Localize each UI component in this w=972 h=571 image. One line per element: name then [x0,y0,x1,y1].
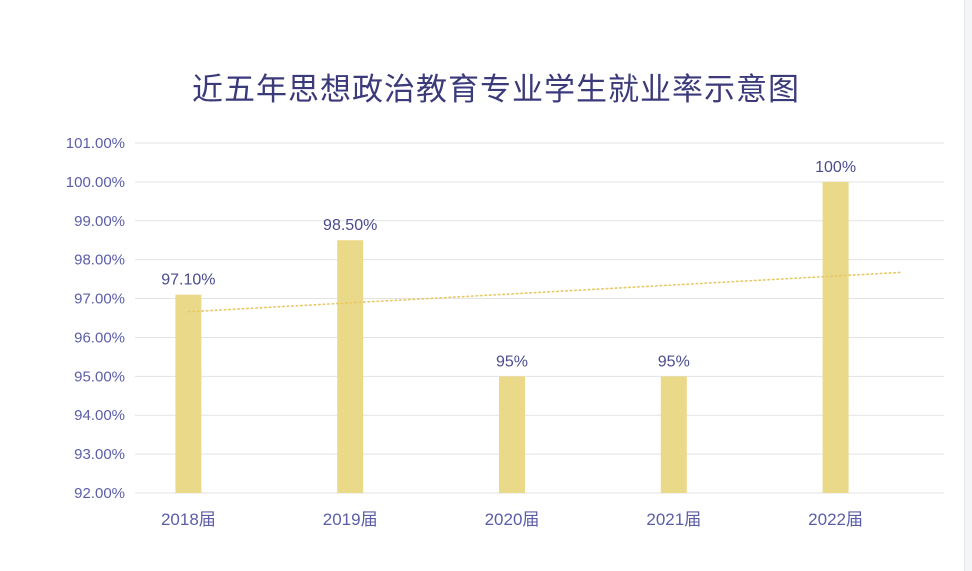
window-edge [964,0,972,571]
x-tick-label: 2020届 [485,510,540,529]
data-labels: 97.10% 98.50% 95% 95% 100% [161,159,856,370]
bar-2020届 [498,376,525,493]
y-tick-label: 98.00% [74,252,125,269]
chart-title: 近五年思想政治教育专业学生就业率示意图 [192,72,800,107]
y-tick-label: 96.00% [74,329,125,346]
y-tick-label: 97.00% [74,291,125,308]
bars [175,181,849,493]
y-tick-label: 95.00% [74,368,125,385]
data-label: 100% [815,159,856,176]
y-tick-label: 93.00% [74,446,125,463]
x-tick-label: 2022届 [808,510,863,529]
gridlines [135,142,944,494]
trendline-group [187,271,903,313]
y-tick-label: 101.00% [66,135,125,152]
trendline [187,271,903,313]
y-tick-label: 99.00% [74,213,125,230]
y-tick-label: 92.00% [74,485,125,502]
data-label: 98.50% [323,217,377,234]
y-tick-label: 94.00% [74,407,125,424]
x-axis: 2018届 2019届 2020届 2021届 2022届 [161,510,863,529]
y-tick-label: 100.00% [66,174,125,191]
x-tick-label: 2019届 [323,510,378,529]
x-tick-label: 2021届 [646,510,701,529]
bar-2018届 [175,294,202,493]
data-label: 97.10% [161,272,215,289]
data-label: 95% [658,353,690,370]
y-axis: 92.00% 93.00% 94.00% 95.00% 96.00% 97.00% 98.0… [66,135,125,502]
bar-2019届 [337,240,364,493]
bar-2021届 [660,376,687,493]
bar-2022届 [822,181,849,493]
x-tick-label: 2018届 [161,510,216,529]
data-label: 95% [496,353,528,370]
